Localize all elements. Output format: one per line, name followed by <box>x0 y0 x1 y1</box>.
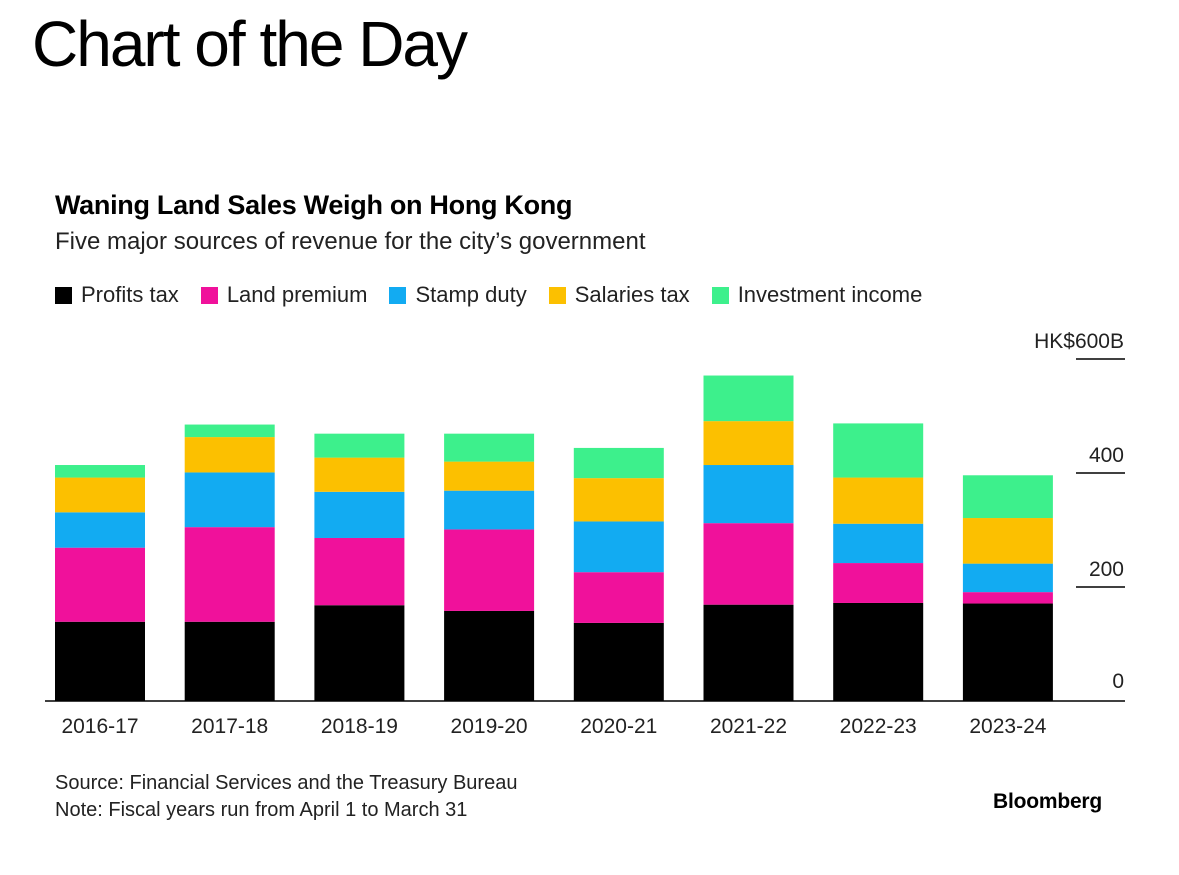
bar-segment-2017-18-profits-tax <box>184 621 275 701</box>
bar-segment-2019-20-profits-tax <box>444 610 535 701</box>
bar-segment-2018-19-stamp-duty <box>314 491 405 538</box>
bar-segment-2016-17-investment-income <box>55 465 145 478</box>
x-tick-label: 2019-20 <box>451 715 528 738</box>
chart-footer: Source: Financial Services and the Treas… <box>55 770 517 824</box>
bar-segment-2021-22-land-premium <box>703 523 794 605</box>
x-tick-label: 2020-21 <box>580 715 657 738</box>
legend-item-investment-income: Investment income <box>711 282 923 308</box>
bar-segment-2022-23-investment-income <box>833 423 924 478</box>
y-tick-label: 400 <box>1089 444 1124 467</box>
bar-segment-2019-20-stamp-duty <box>444 490 535 530</box>
bar-segment-2022-23-stamp-duty <box>833 523 924 564</box>
legend-swatch-stamp-duty <box>389 286 407 304</box>
bar-segment-2019-20-salaries-tax <box>444 461 535 491</box>
x-tick-label: 2021-22 <box>710 715 787 738</box>
bar-segment-2016-17-salaries-tax <box>55 477 145 513</box>
bar-segment-2022-23-profits-tax <box>833 602 924 701</box>
source-note: Source: Financial Services and the Treas… <box>55 772 518 794</box>
legend-label-profits-tax: Profits tax <box>81 282 179 307</box>
bar-segment-2019-20-land-premium <box>444 529 535 611</box>
legend-item-land-premium: Land premium <box>200 282 368 308</box>
bar-segment-2016-17-land-premium <box>55 547 145 622</box>
legend-item-salaries-tax: Salaries tax <box>548 282 690 308</box>
bar-segment-2021-22-profits-tax <box>703 604 794 701</box>
x-tick-label: 2022-23 <box>840 715 917 738</box>
stacked-bar-chart: 2016-17 2017-18 2018-19 2019-20 2020-21 2021-… <box>45 330 1125 738</box>
bar-segment-2023-24-investment-income <box>962 475 1053 519</box>
bar-segment-2021-22-stamp-duty <box>703 465 794 524</box>
chart-title: Waning Land Sales Weigh on Hong Kong <box>55 190 573 220</box>
fiscal-year-note: Note: Fiscal years run from April 1 to M… <box>55 799 468 821</box>
bar-segment-2016-17-stamp-duty <box>55 512 145 548</box>
chart-subtitle: Five major sources of revenue for the ci… <box>55 228 646 255</box>
bar-segment-2023-24-salaries-tax <box>962 518 1053 564</box>
bar-segment-2020-21-investment-income <box>573 447 664 479</box>
x-tick-label: 2023-24 <box>969 715 1046 738</box>
legend-swatch-investment-income <box>711 286 729 304</box>
chart-legend: Profits tax Land premium Stamp duty Sala… <box>55 282 944 308</box>
legend-label-land-premium: Land premium <box>226 282 368 307</box>
bar-segment-2020-21-stamp-duty <box>573 521 664 573</box>
legend-swatch-salaries-tax <box>548 286 566 304</box>
legend-swatch-land-premium <box>200 286 218 304</box>
bar-segment-2017-18-land-premium <box>184 527 275 622</box>
bar-segment-2021-22-investment-income <box>703 375 794 422</box>
bar-segment-2018-19-salaries-tax <box>314 457 405 492</box>
bar-segment-2018-19-profits-tax <box>314 605 405 701</box>
bloomberg-logo: Bloomberg <box>993 790 1103 813</box>
bar-segment-2017-18-investment-income <box>184 424 275 438</box>
y-tick-label: HK$600B <box>1034 330 1124 353</box>
bar-segment-2021-22-salaries-tax <box>703 421 794 466</box>
bar-segment-2022-23-salaries-tax <box>833 477 924 524</box>
legend-label-salaries-tax: Salaries tax <box>574 282 690 307</box>
bar-segment-2020-21-profits-tax <box>573 622 664 701</box>
x-tick-label: 2018-19 <box>321 715 398 738</box>
legend-swatch-profits-tax <box>55 286 72 304</box>
bar-segment-2018-19-land-premium <box>314 537 405 606</box>
bar-segment-2023-24-profits-tax <box>962 603 1053 701</box>
bar-segment-2016-17-profits-tax <box>55 621 145 701</box>
bar-segment-2020-21-land-premium <box>573 572 664 623</box>
bar-segment-2017-18-salaries-tax <box>184 437 275 473</box>
legend-label-investment-income: Investment income <box>737 282 923 307</box>
y-tick-label: 200 <box>1089 558 1124 581</box>
bar-segment-2022-23-land-premium <box>833 563 924 603</box>
x-tick-label: 2017-18 <box>191 715 268 738</box>
bar-segment-2020-21-salaries-tax <box>573 478 664 522</box>
y-tick-label: 0 <box>1112 670 1124 693</box>
legend-item-profits-tax: Profits tax <box>55 282 179 308</box>
bar-segment-2018-19-investment-income <box>314 433 405 458</box>
x-tick-label: 2016-17 <box>61 715 138 738</box>
bar-segment-2023-24-stamp-duty <box>962 563 1053 593</box>
bar-segment-2019-20-investment-income <box>444 433 535 462</box>
page-heading: Chart of the Day <box>32 8 468 80</box>
bar-segment-2023-24-land-premium <box>962 592 1053 604</box>
bar-segment-2017-18-stamp-duty <box>184 472 275 528</box>
legend-item-stamp-duty: Stamp duty <box>389 282 527 308</box>
legend-label-stamp-duty: Stamp duty <box>415 282 527 307</box>
